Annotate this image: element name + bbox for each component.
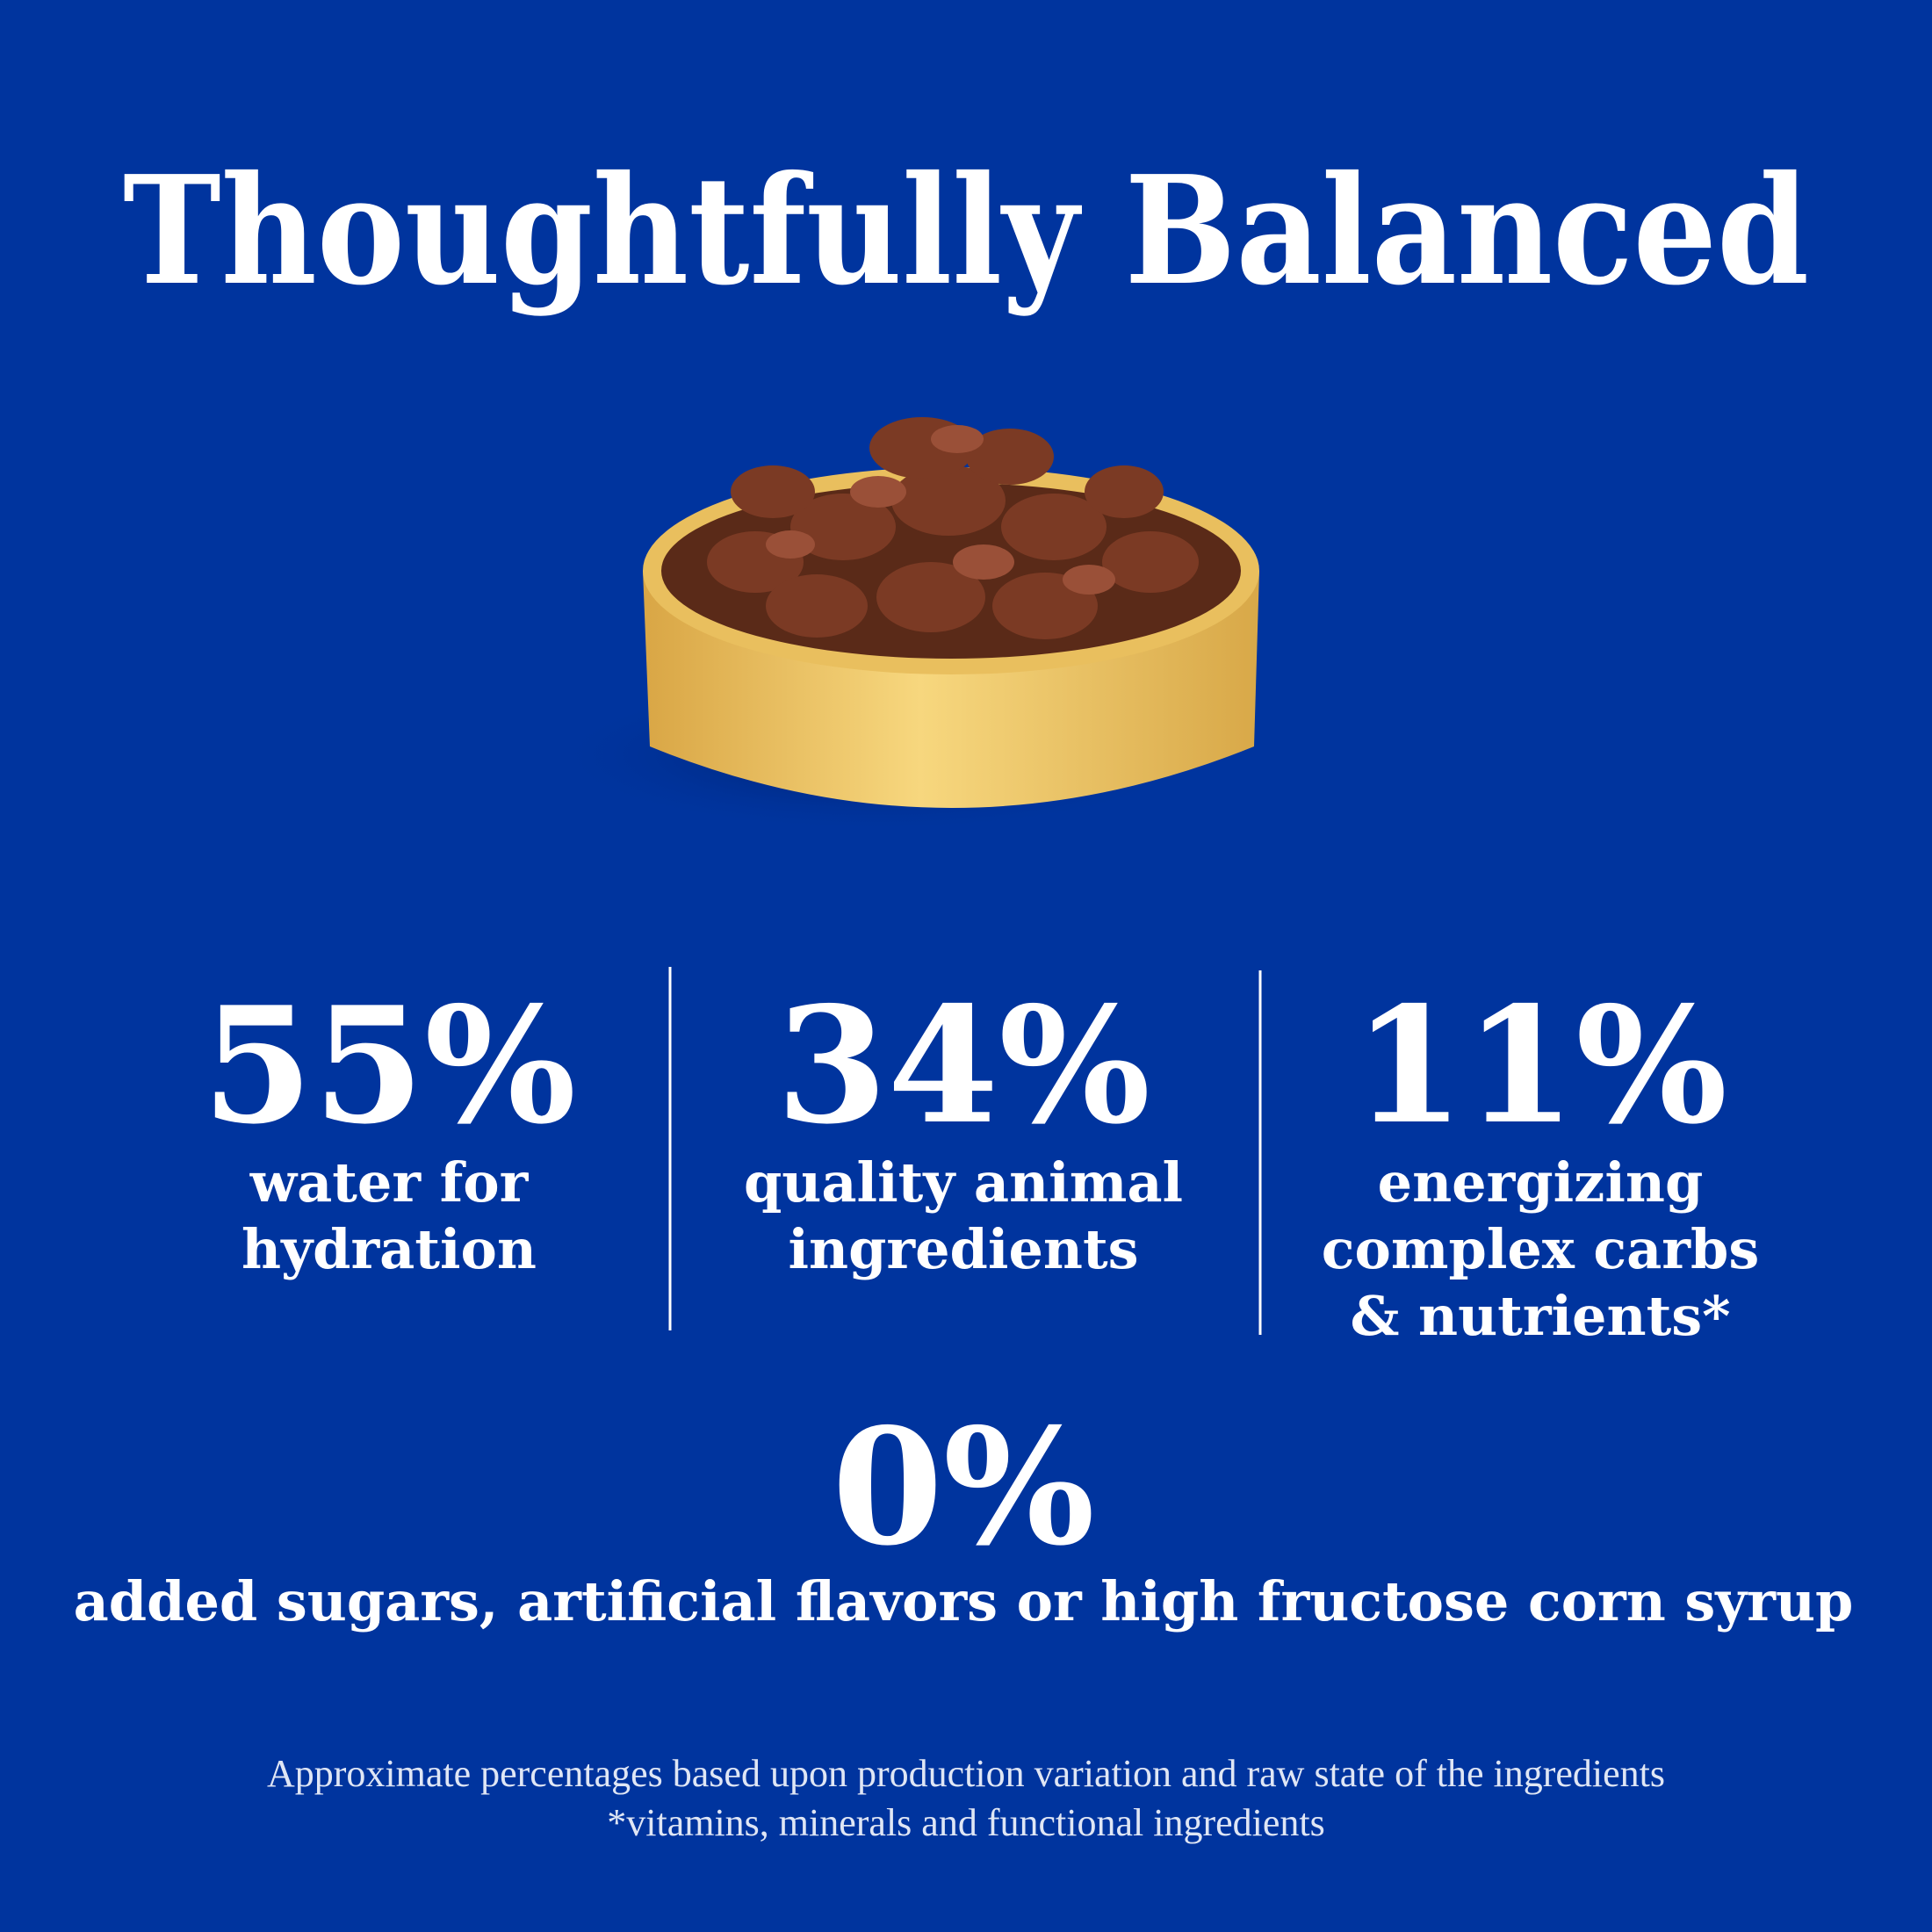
stat-label: quality animal [744, 1150, 1183, 1215]
title: Thoughtfully Balanced [123, 143, 1809, 319]
stat-value: 55% [202, 971, 576, 1159]
stat-label: hydration [242, 1217, 537, 1281]
stat-value: 11% [1353, 971, 1727, 1159]
stat-label: & nutrients* [1350, 1284, 1730, 1348]
stat-label: water for [249, 1150, 530, 1215]
stat-label: energizing [1378, 1150, 1704, 1215]
highlight-value: 0% [832, 1393, 1095, 1581]
food-bowl [544, 417, 1259, 834]
highlight-text: added sugars, artificial flavors or high… [74, 1569, 1854, 1633]
footnote: *vitamins, minerals and functional ingre… [607, 1801, 1324, 1844]
footnote: Approximate percentages based upon produ… [267, 1752, 1665, 1795]
stat-value: 34% [776, 971, 1150, 1159]
stat-label: ingredients [788, 1217, 1138, 1281]
stat-label: complex carbs [1322, 1217, 1759, 1281]
